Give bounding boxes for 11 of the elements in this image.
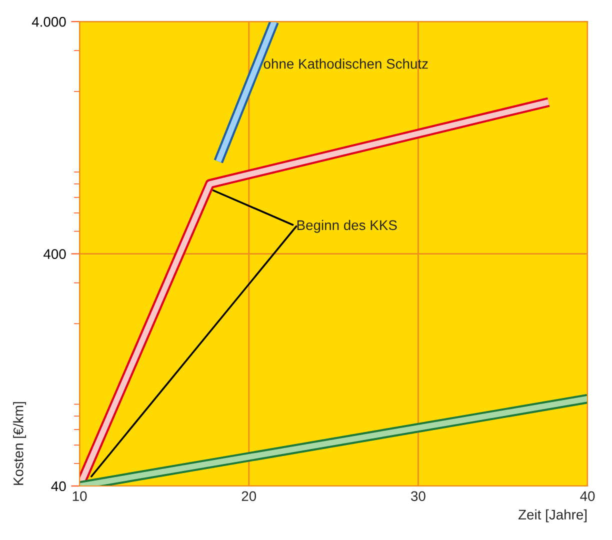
y-axis-title: Kosten [€/km] xyxy=(13,402,26,485)
y-tick-label: 4.000 xyxy=(32,16,66,27)
x-tick-label: 30 xyxy=(411,491,426,502)
annotation: Beginn des KKS xyxy=(297,220,397,233)
x-axis-title: Zeit [Jahre] xyxy=(518,509,587,522)
x-tick-label: 20 xyxy=(242,491,256,502)
y-tick-label: 40 xyxy=(51,481,66,492)
annotation: ohne Kathodischen Schutz xyxy=(264,58,428,69)
y-tick-label: 400 xyxy=(44,249,66,259)
x-tick-label: 10 xyxy=(72,491,87,502)
x-tick-label: 40 xyxy=(580,491,595,502)
